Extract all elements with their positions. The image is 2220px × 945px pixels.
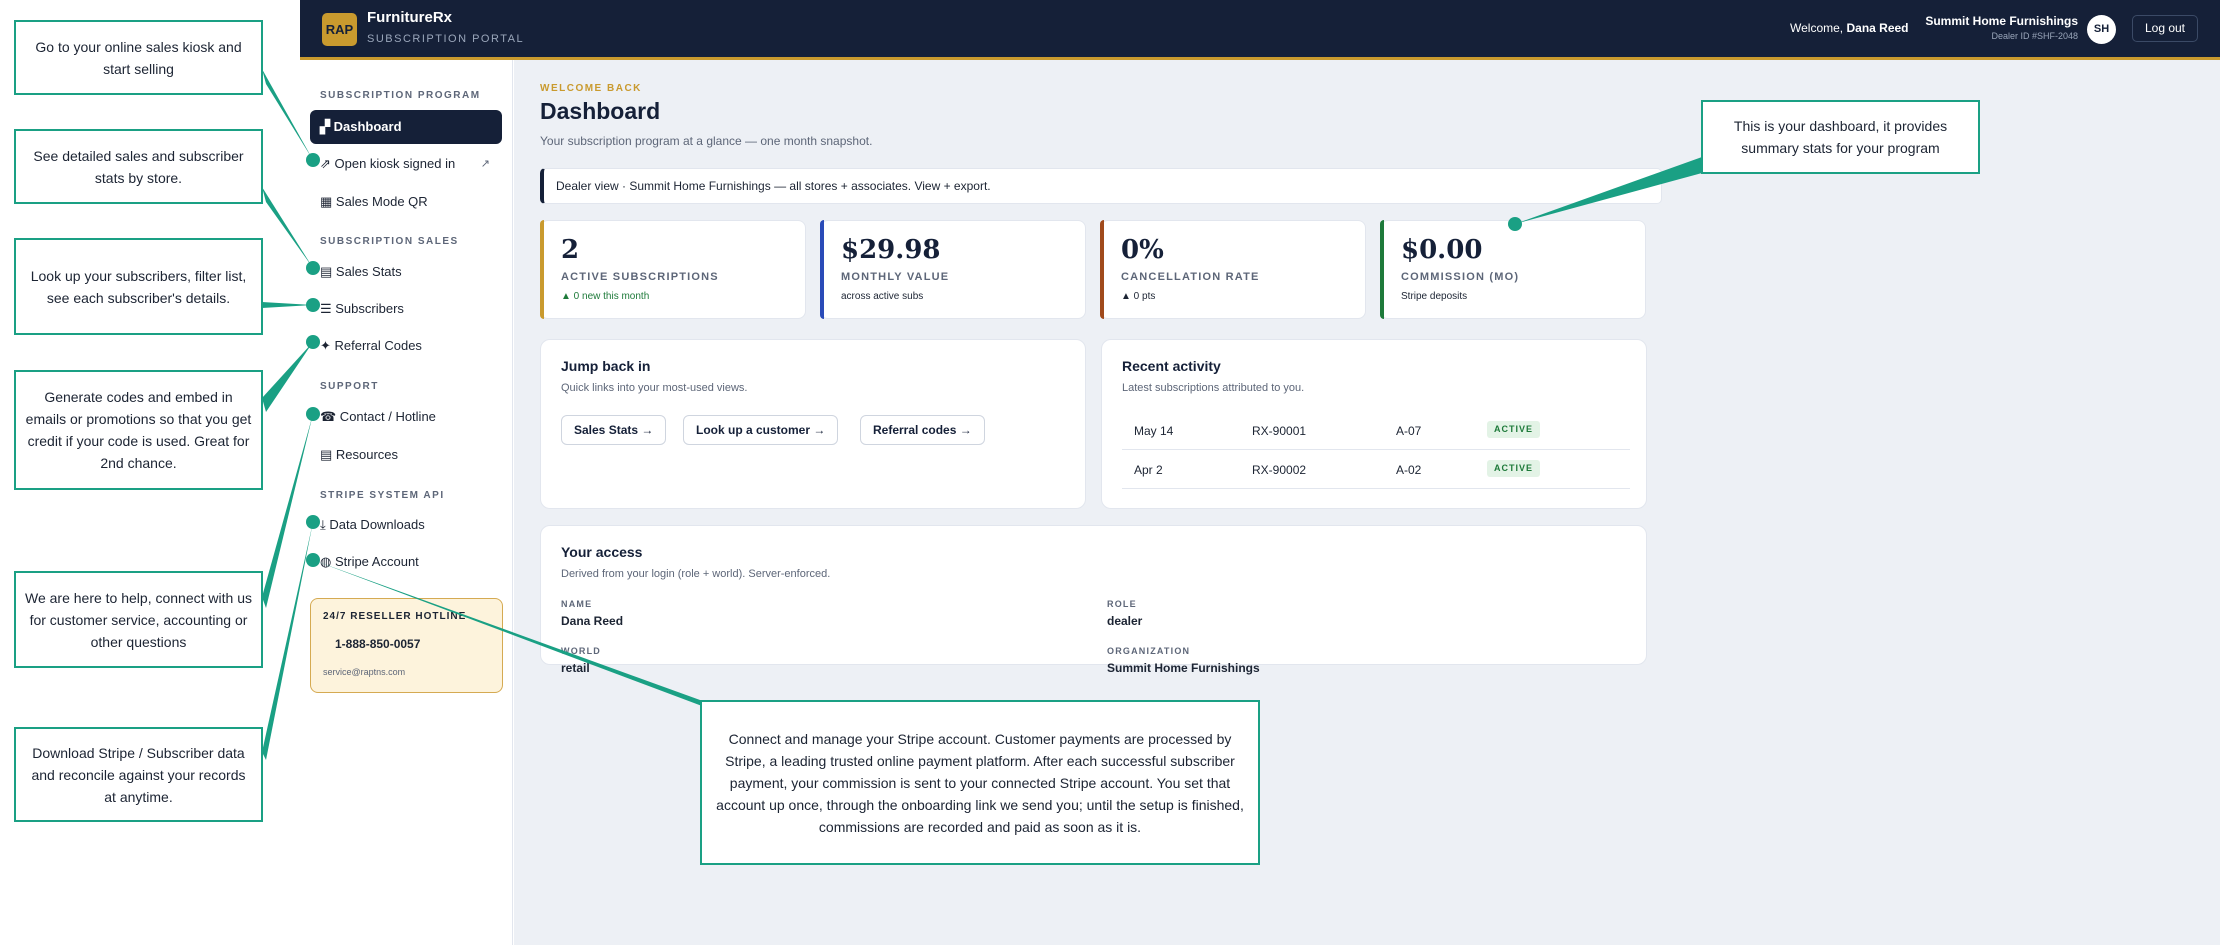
activity-id: RX-90002	[1252, 463, 1307, 477]
annotation-stripe-account: Connect and manage your Stripe account. …	[700, 700, 1260, 865]
jump-back-in-panel: Jump back in Quick links into your most-…	[540, 339, 1086, 509]
your-access-panel: Your access Derived from your login (rol…	[540, 525, 1647, 675]
stat-card-monthly-value: $29.98 MONTHLY VALUE across active subs	[820, 220, 1086, 319]
panel-title: Jump back in	[561, 358, 651, 374]
logout-button[interactable]: Log out	[2132, 15, 2198, 42]
organization-value: Summit Home Furnishings	[1107, 661, 1260, 675]
stat-value: $29.98	[841, 235, 941, 265]
referral-codes-link[interactable]: Referral codes →	[860, 415, 985, 445]
name-value: Dana Reed	[561, 614, 624, 628]
stat-note: ▲ 0 pts	[1121, 291, 1156, 302]
annotation-contact: We are here to help, connect with us for…	[14, 571, 263, 668]
world-label: WORLD	[561, 646, 601, 656]
stat-accent-bar	[540, 220, 544, 319]
welcome-prefix: Welcome,	[1790, 21, 1844, 35]
world-value: retail	[561, 661, 590, 675]
section-subscription-sales: SUBSCRIPTION SALES	[320, 236, 459, 247]
sidebar: SUBSCRIPTION PROGRAM ▞ Dashboard ⇗ Open …	[300, 60, 513, 945]
hotline-title: 24/7 RESELLER HOTLINE	[323, 611, 467, 622]
sidebar-item-sales-stats[interactable]: ▤ Sales Stats	[320, 264, 402, 279]
sidebar-item-data-downloads[interactable]: ⤓ Data Downloads	[320, 517, 425, 532]
brand-title: FurnitureRx	[367, 9, 453, 26]
hotline-phone[interactable]: 1-888-850-0057	[335, 637, 421, 651]
panel-title: Recent activity	[1122, 358, 1221, 374]
stat-label: COMMISSION (MO)	[1401, 271, 1520, 283]
annotation-dashboard: This is your dashboard, it provides summ…	[1701, 100, 1980, 174]
section-support: SUPPORT	[320, 381, 379, 392]
avatar[interactable]: SH	[2087, 15, 2116, 44]
stat-accent-bar	[820, 220, 824, 319]
panel-subtitle: Derived from your login (role + world). …	[561, 568, 831, 580]
sales-stats-link[interactable]: Sales Stats →	[561, 415, 667, 445]
page-title: Dashboard	[540, 98, 661, 124]
section-subscription-program: SUBSCRIPTION PROGRAM	[320, 90, 481, 101]
dealer-id: Dealer ID #SHF-2048	[1991, 31, 2078, 41]
stat-value: 0%	[1121, 235, 1164, 265]
stat-accent-bar	[1100, 220, 1104, 319]
sidebar-item-label: ⇗ Open kiosk signed in	[320, 156, 456, 171]
sidebar-item-dashboard[interactable]: ▞ Dashboard	[310, 110, 502, 144]
sidebar-item-subscribers[interactable]: ☰ Subscribers	[320, 301, 404, 316]
welcome-text: Welcome, Dana Reed	[1790, 21, 1909, 35]
org-name: Summit Home Furnishings	[1925, 14, 2078, 28]
table-row[interactable]: May 14 RX-90001 A-07 ACTIVE	[1122, 411, 1630, 450]
activity-id: RX-90001	[1252, 424, 1307, 438]
status-badge: ACTIVE	[1487, 421, 1541, 438]
stat-card-cancellation-rate: 0% CANCELLATION RATE ▲ 0 pts	[1100, 220, 1366, 319]
name-label: NAME	[561, 599, 593, 609]
stat-label: CANCELLATION RATE	[1121, 271, 1260, 283]
table-row[interactable]: Apr 2 RX-90002 A-02 ACTIVE	[1122, 450, 1630, 489]
stat-card-active-subscriptions: 2 ACTIVE SUBSCRIPTIONS ▲ 0 new this mont…	[540, 220, 806, 319]
page-subtitle: Your subscription program at a glance — …	[540, 134, 873, 148]
sidebar-item-open-kiosk[interactable]: ⇗ Open kiosk signed in ↗	[310, 147, 502, 181]
sidebar-item-referral-codes[interactable]: ✦ Referral Codes	[320, 338, 422, 353]
stat-label: ACTIVE SUBSCRIPTIONS	[561, 271, 719, 283]
annotation-kiosk: Go to your online sales kiosk and start …	[14, 20, 263, 95]
eyebrow: WELCOME BACK	[540, 83, 642, 94]
panel-subtitle: Quick links into your most-used views.	[561, 382, 748, 394]
user-name: Dana Reed	[1846, 21, 1909, 35]
external-link-icon: ↗	[480, 158, 490, 170]
stat-value: $0.00	[1401, 235, 1483, 265]
annotation-subscribers: Look up your subscribers, filter list, s…	[14, 238, 263, 335]
annotation-referral-codes: Generate codes and embed in emails or pr…	[14, 370, 263, 490]
panel-subtitle: Latest subscriptions attributed to you.	[1122, 382, 1305, 394]
stat-card-commission: $0.00 COMMISSION (MO) Stripe deposits	[1380, 220, 1646, 319]
recent-activity-panel: Recent activity Latest subscriptions att…	[1101, 339, 1647, 509]
section-stripe-api: STRIPE SYSTEM API	[320, 490, 445, 501]
hotline-card: 24/7 RESELLER HOTLINE 1-888-850-0057 ser…	[310, 598, 503, 693]
lookup-customer-link[interactable]: Look up a customer →	[683, 415, 839, 445]
organization-label: ORGANIZATION	[1107, 646, 1191, 656]
annotation-sales-stats: See detailed sales and subscriber stats …	[14, 129, 263, 204]
role-value: dealer	[1107, 614, 1143, 628]
sidebar-item-resources[interactable]: ▤ Resources	[320, 447, 399, 462]
dealer-banner: Dealer view · Summit Home Furnishings — …	[540, 168, 1662, 204]
annotation-data-downloads: Download Stripe / Subscriber data and re…	[14, 727, 263, 822]
stat-note: Stripe deposits	[1401, 291, 1468, 302]
sidebar-item-sales-mode-qr[interactable]: ▦ Sales Mode QR	[320, 194, 428, 209]
stat-note: ▲ 0 new this month	[561, 291, 650, 302]
activity-date: May 14	[1134, 424, 1174, 438]
sidebar-item-contact-hotline[interactable]: ☎ Contact / Hotline	[320, 409, 436, 424]
panel-title: Your access	[561, 544, 643, 560]
brand-subtitle: SUBSCRIPTION PORTAL	[367, 33, 525, 45]
activity-date: Apr 2	[1134, 463, 1163, 477]
stat-note: across active subs	[841, 291, 924, 302]
role-label: ROLE	[1107, 599, 1137, 609]
logo: RAP	[322, 13, 357, 46]
sidebar-item-stripe-account[interactable]: ◍ Stripe Account	[320, 554, 419, 569]
stat-label: MONTHLY VALUE	[841, 271, 950, 283]
top-bar: RAP FurnitureRx SUBSCRIPTION PORTAL Welc…	[300, 0, 2220, 60]
stat-value: 2	[561, 235, 580, 265]
hotline-email[interactable]: service@raptns.com	[323, 667, 406, 677]
stat-accent-bar	[1380, 220, 1384, 319]
activity-code: A-02	[1396, 463, 1422, 477]
activity-code: A-07	[1396, 424, 1422, 438]
status-badge: ACTIVE	[1487, 460, 1541, 477]
